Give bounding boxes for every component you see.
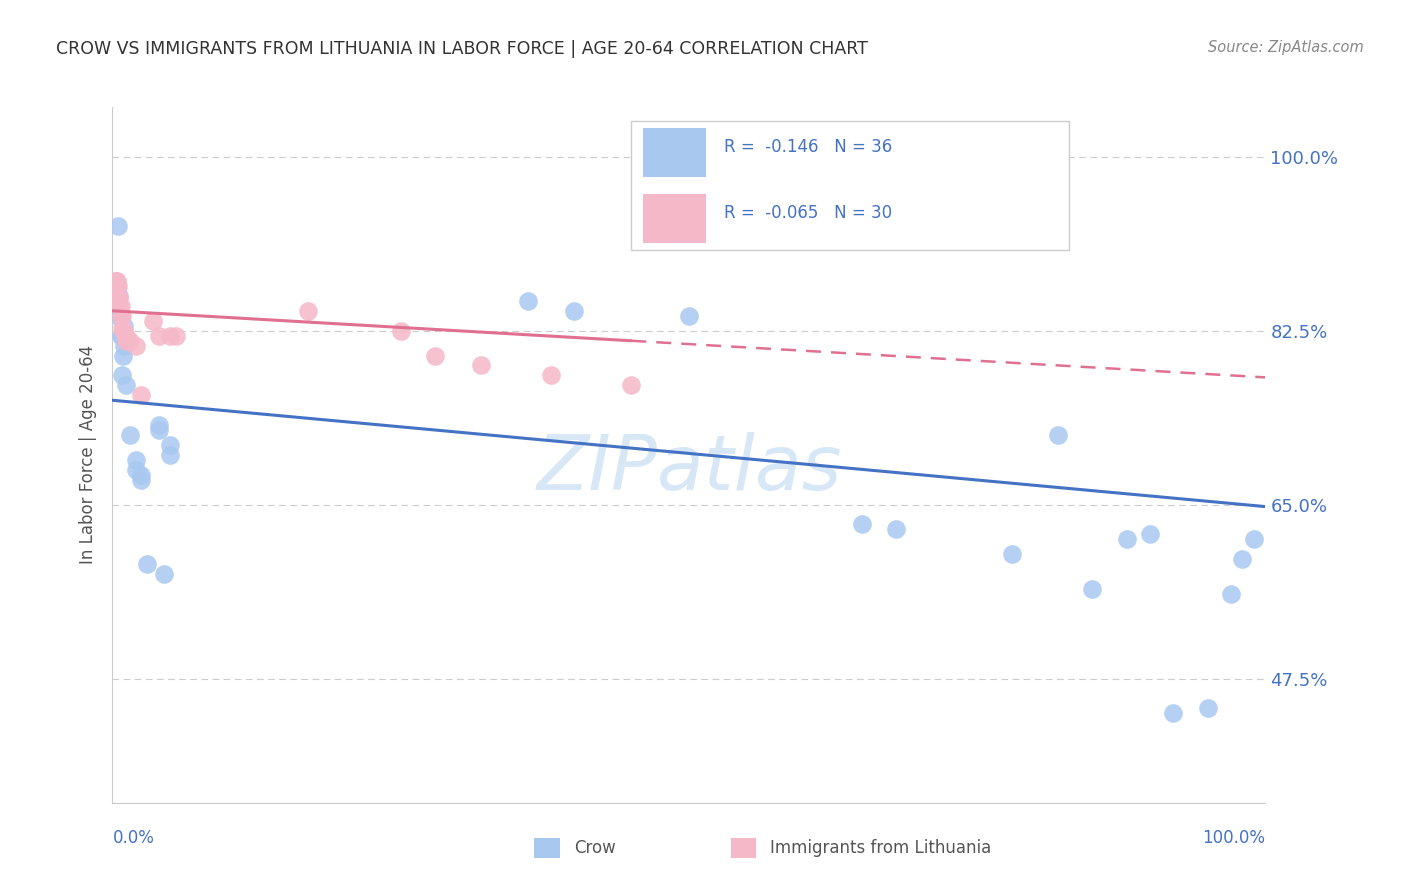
Bar — [643, 128, 706, 177]
Text: Source: ZipAtlas.com: Source: ZipAtlas.com — [1208, 40, 1364, 55]
Point — [159, 438, 181, 452]
Point — [107, 309, 129, 323]
Point — [112, 338, 135, 352]
Point — [110, 309, 132, 323]
Point — [104, 284, 127, 298]
Point — [124, 463, 146, 477]
Point — [108, 299, 131, 313]
Point — [124, 453, 146, 467]
Point — [108, 289, 131, 303]
Point — [1219, 587, 1241, 601]
Point — [136, 558, 159, 572]
Point — [110, 328, 132, 343]
Point — [112, 318, 135, 333]
Point — [105, 274, 128, 288]
Point — [562, 303, 585, 318]
Point — [111, 328, 134, 343]
Y-axis label: In Labor Force | Age 20-64: In Labor Force | Age 20-64 — [79, 345, 97, 565]
Point — [115, 378, 138, 392]
Point — [118, 334, 141, 348]
Point — [111, 320, 134, 334]
Point — [1232, 552, 1254, 566]
Point — [129, 473, 153, 487]
Point — [142, 314, 165, 328]
Point — [1197, 701, 1219, 715]
Point — [148, 418, 170, 433]
Point — [118, 428, 141, 442]
Point — [851, 517, 873, 532]
Text: 100.0%: 100.0% — [1202, 829, 1265, 847]
Text: Immigrants from Lithuania: Immigrants from Lithuania — [770, 839, 991, 857]
Point — [107, 289, 129, 303]
Text: 0.0%: 0.0% — [112, 829, 155, 847]
Point — [111, 309, 134, 323]
FancyBboxPatch shape — [631, 121, 1070, 250]
Point — [516, 293, 538, 308]
Point — [297, 303, 319, 318]
Point — [112, 324, 135, 338]
Text: R =  -0.146   N = 36: R = -0.146 N = 36 — [724, 138, 891, 156]
Point — [111, 349, 134, 363]
Point — [470, 359, 492, 373]
Point — [886, 523, 908, 537]
Point — [425, 349, 447, 363]
Point — [678, 309, 700, 323]
Point — [124, 338, 146, 352]
Text: Crow: Crow — [574, 839, 616, 857]
Point — [1081, 582, 1104, 596]
Point — [1046, 428, 1069, 442]
Point — [389, 324, 412, 338]
Point — [1001, 547, 1024, 561]
Point — [107, 279, 129, 293]
Text: ZIPatlas: ZIPatlas — [536, 432, 842, 506]
Point — [1161, 706, 1184, 721]
Point — [1116, 533, 1139, 547]
Point — [115, 328, 138, 343]
Point — [148, 328, 170, 343]
Point — [159, 328, 181, 343]
Point — [104, 274, 127, 288]
Point — [148, 423, 170, 437]
Point — [108, 291, 131, 305]
Point — [129, 388, 153, 402]
Point — [111, 324, 134, 338]
Text: CROW VS IMMIGRANTS FROM LITHUANIA IN LABOR FORCE | AGE 20-64 CORRELATION CHART: CROW VS IMMIGRANTS FROM LITHUANIA IN LAB… — [56, 40, 868, 58]
Point — [153, 567, 176, 582]
Point — [105, 279, 128, 293]
Bar — [643, 194, 706, 243]
Point — [110, 299, 132, 313]
Point — [1139, 527, 1161, 541]
Point — [620, 378, 643, 392]
Point — [104, 274, 127, 288]
Point — [129, 467, 153, 482]
Point — [115, 334, 138, 348]
Point — [540, 368, 562, 383]
Point — [159, 448, 181, 462]
Text: R =  -0.065   N = 30: R = -0.065 N = 30 — [724, 204, 891, 222]
Point — [165, 328, 187, 343]
Point — [111, 368, 134, 383]
Point — [1243, 533, 1265, 547]
Point — [107, 219, 129, 234]
